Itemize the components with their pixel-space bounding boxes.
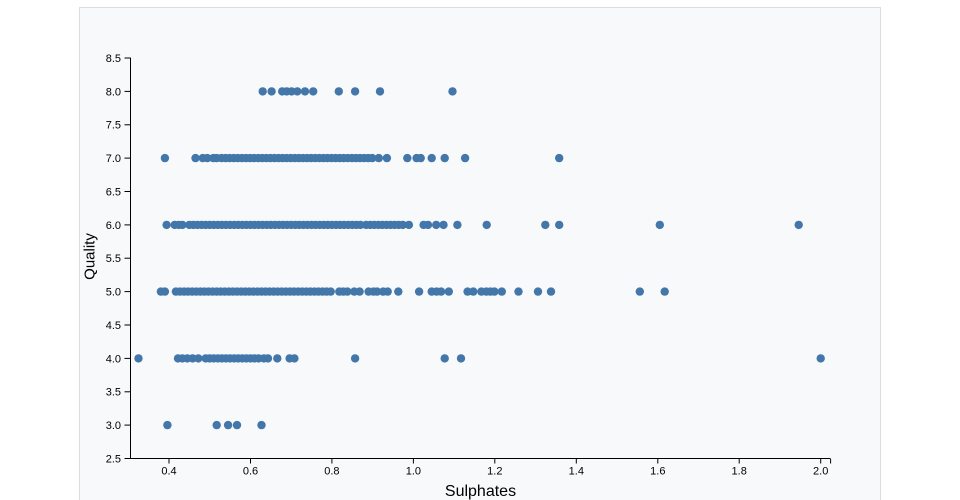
svg-text:1.8: 1.8 — [732, 466, 747, 478]
svg-text:6.5: 6.5 — [106, 186, 121, 198]
svg-text:1.6: 1.6 — [650, 466, 665, 478]
svg-text:0.8: 0.8 — [324, 466, 339, 478]
svg-text:5.0: 5.0 — [106, 287, 121, 299]
svg-text:3.0: 3.0 — [106, 420, 121, 432]
svg-text:7.0: 7.0 — [106, 153, 121, 165]
svg-text:4.0: 4.0 — [106, 353, 121, 365]
svg-text:2.0: 2.0 — [813, 466, 828, 478]
svg-text:8.0: 8.0 — [106, 86, 121, 98]
svg-text:Quality: Quality — [82, 233, 99, 280]
svg-text:1.2: 1.2 — [487, 466, 502, 478]
svg-text:Sulphates: Sulphates — [445, 483, 516, 500]
svg-text:1.0: 1.0 — [406, 466, 421, 478]
svg-text:4.5: 4.5 — [106, 320, 121, 332]
svg-text:2.5: 2.5 — [106, 453, 121, 465]
svg-text:0.6: 0.6 — [243, 466, 258, 478]
svg-text:7.5: 7.5 — [106, 120, 121, 132]
svg-text:0.4: 0.4 — [161, 466, 176, 478]
svg-text:8.5: 8.5 — [106, 53, 121, 65]
svg-text:5.5: 5.5 — [106, 253, 121, 265]
svg-text:1.4: 1.4 — [569, 466, 584, 478]
svg-text:6.0: 6.0 — [106, 220, 121, 232]
svg-text:3.5: 3.5 — [106, 387, 121, 399]
